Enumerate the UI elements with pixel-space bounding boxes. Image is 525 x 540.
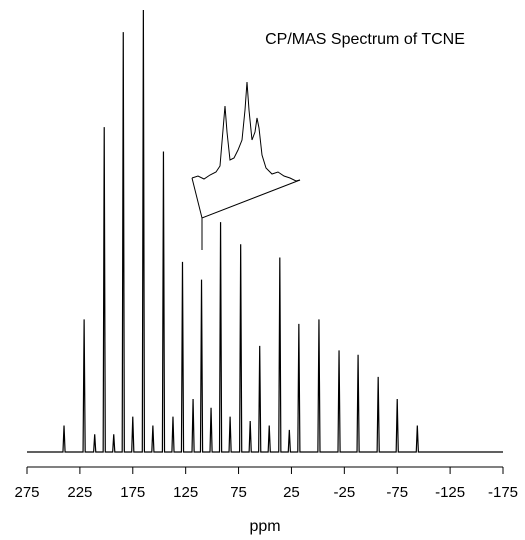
inset <box>192 82 300 250</box>
x-tick-label: 75 <box>230 484 247 501</box>
x-tick-label: -125 <box>435 484 465 501</box>
x-tick-label: -25 <box>333 484 355 501</box>
x-tick-label: 25 <box>283 484 300 501</box>
chart-title: CP/MAS Spectrum of TCNE <box>265 31 465 48</box>
spectrum-line <box>27 10 503 452</box>
x-tick-label: 125 <box>173 484 198 501</box>
inset-trace <box>192 82 300 181</box>
x-axis-label: ppm <box>249 518 280 535</box>
inset-connector <box>192 178 300 250</box>
x-tick-label: 275 <box>14 484 39 501</box>
x-tick-label: -175 <box>488 484 518 501</box>
x-tick-label: 175 <box>120 484 145 501</box>
x-tick-label: 225 <box>67 484 92 501</box>
x-tick-label: -75 <box>386 484 408 501</box>
